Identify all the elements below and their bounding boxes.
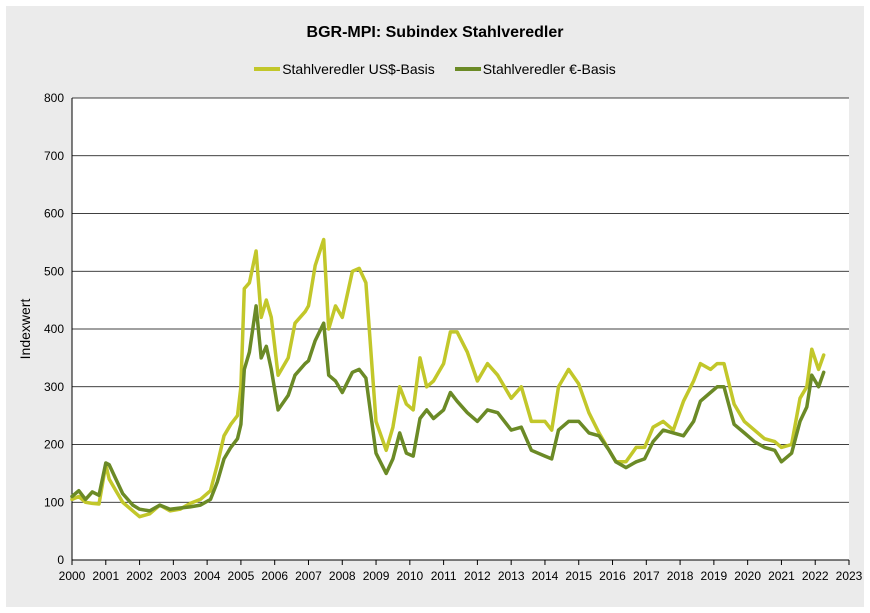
x-tick-label: 2012	[464, 569, 491, 583]
x-tick-label: 2003	[160, 569, 187, 583]
x-tick-label: 2019	[701, 569, 728, 583]
legend-label-eur: Stahlveredler €-Basis	[482, 61, 616, 77]
y-tick-label: 800	[44, 91, 64, 105]
x-tick-label: 2013	[498, 569, 525, 583]
series-line-usd	[70, 237, 826, 519]
x-tick-label: 2021	[768, 569, 795, 583]
x-tick-label: 2023	[836, 569, 863, 583]
x-tick-label: 2007	[295, 569, 322, 583]
x-tick-label: 2018	[667, 569, 694, 583]
y-tick-label: 300	[44, 380, 64, 394]
x-tick-label: 2016	[599, 569, 626, 583]
y-tick-label: 500	[44, 264, 64, 278]
legend-swatch-usd	[254, 67, 281, 71]
legend-item-usd: Stahlveredler US$-Basis	[254, 61, 435, 77]
x-tick-label: 2017	[633, 569, 660, 583]
legend-label-usd: Stahlveredler US$-Basis	[282, 61, 435, 77]
y-tick-label: 200	[44, 438, 64, 452]
x-tick-label: 2000	[59, 569, 86, 583]
x-tick-label: 2008	[329, 569, 356, 583]
y-tick-label: 400	[44, 322, 64, 336]
x-tick-label: 2020	[734, 569, 761, 583]
chart-title: BGR-MPI: Subindex Stahlveredler	[306, 24, 564, 41]
x-tick-label: 2001	[92, 569, 119, 583]
series-line-eur	[70, 304, 826, 513]
x-tick-label: 2015	[565, 569, 592, 583]
x-tick-label: 2011	[431, 569, 457, 583]
x-tick-label: 2009	[363, 569, 390, 583]
legend-item-eur: Stahlveredler €-Basis	[454, 61, 616, 77]
x-tick-label: 2002	[126, 569, 153, 583]
x-tick-label: 2005	[228, 569, 255, 583]
x-tick-label: 2006	[261, 569, 288, 583]
y-tick-label: 700	[44, 149, 64, 163]
y-tick-label: 0	[57, 553, 64, 567]
legend-swatch-eur	[454, 67, 481, 71]
y-tick-label: 100	[44, 495, 64, 509]
x-tick-label: 2004	[194, 569, 221, 583]
x-tick-label: 2010	[396, 569, 423, 583]
x-tick-label: 2022	[802, 569, 829, 583]
y-tick-label: 600	[44, 207, 64, 221]
y-axis-label: Indexwert	[17, 299, 33, 360]
x-tick-label: 2014	[532, 569, 559, 583]
chart-legend: Stahlveredler US$-Basis Stahlveredler €-…	[0, 61, 870, 77]
